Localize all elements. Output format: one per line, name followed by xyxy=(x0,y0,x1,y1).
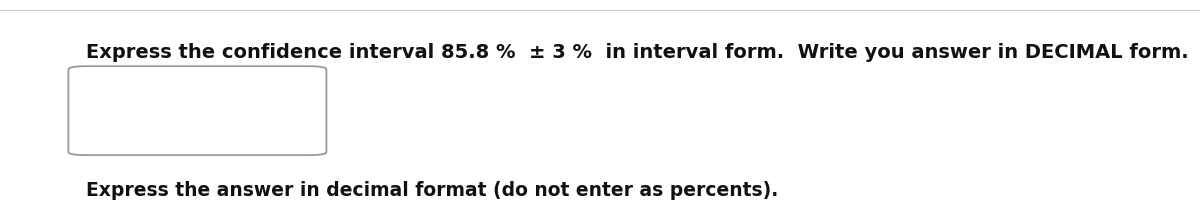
FancyBboxPatch shape xyxy=(68,66,326,155)
Text: Express the answer in decimal format (do not enter as percents).: Express the answer in decimal format (do… xyxy=(86,181,779,201)
Text: Express the confidence interval 85.8 %  ± 3 %  in interval form.  Write you answ: Express the confidence interval 85.8 % ±… xyxy=(86,43,1189,62)
